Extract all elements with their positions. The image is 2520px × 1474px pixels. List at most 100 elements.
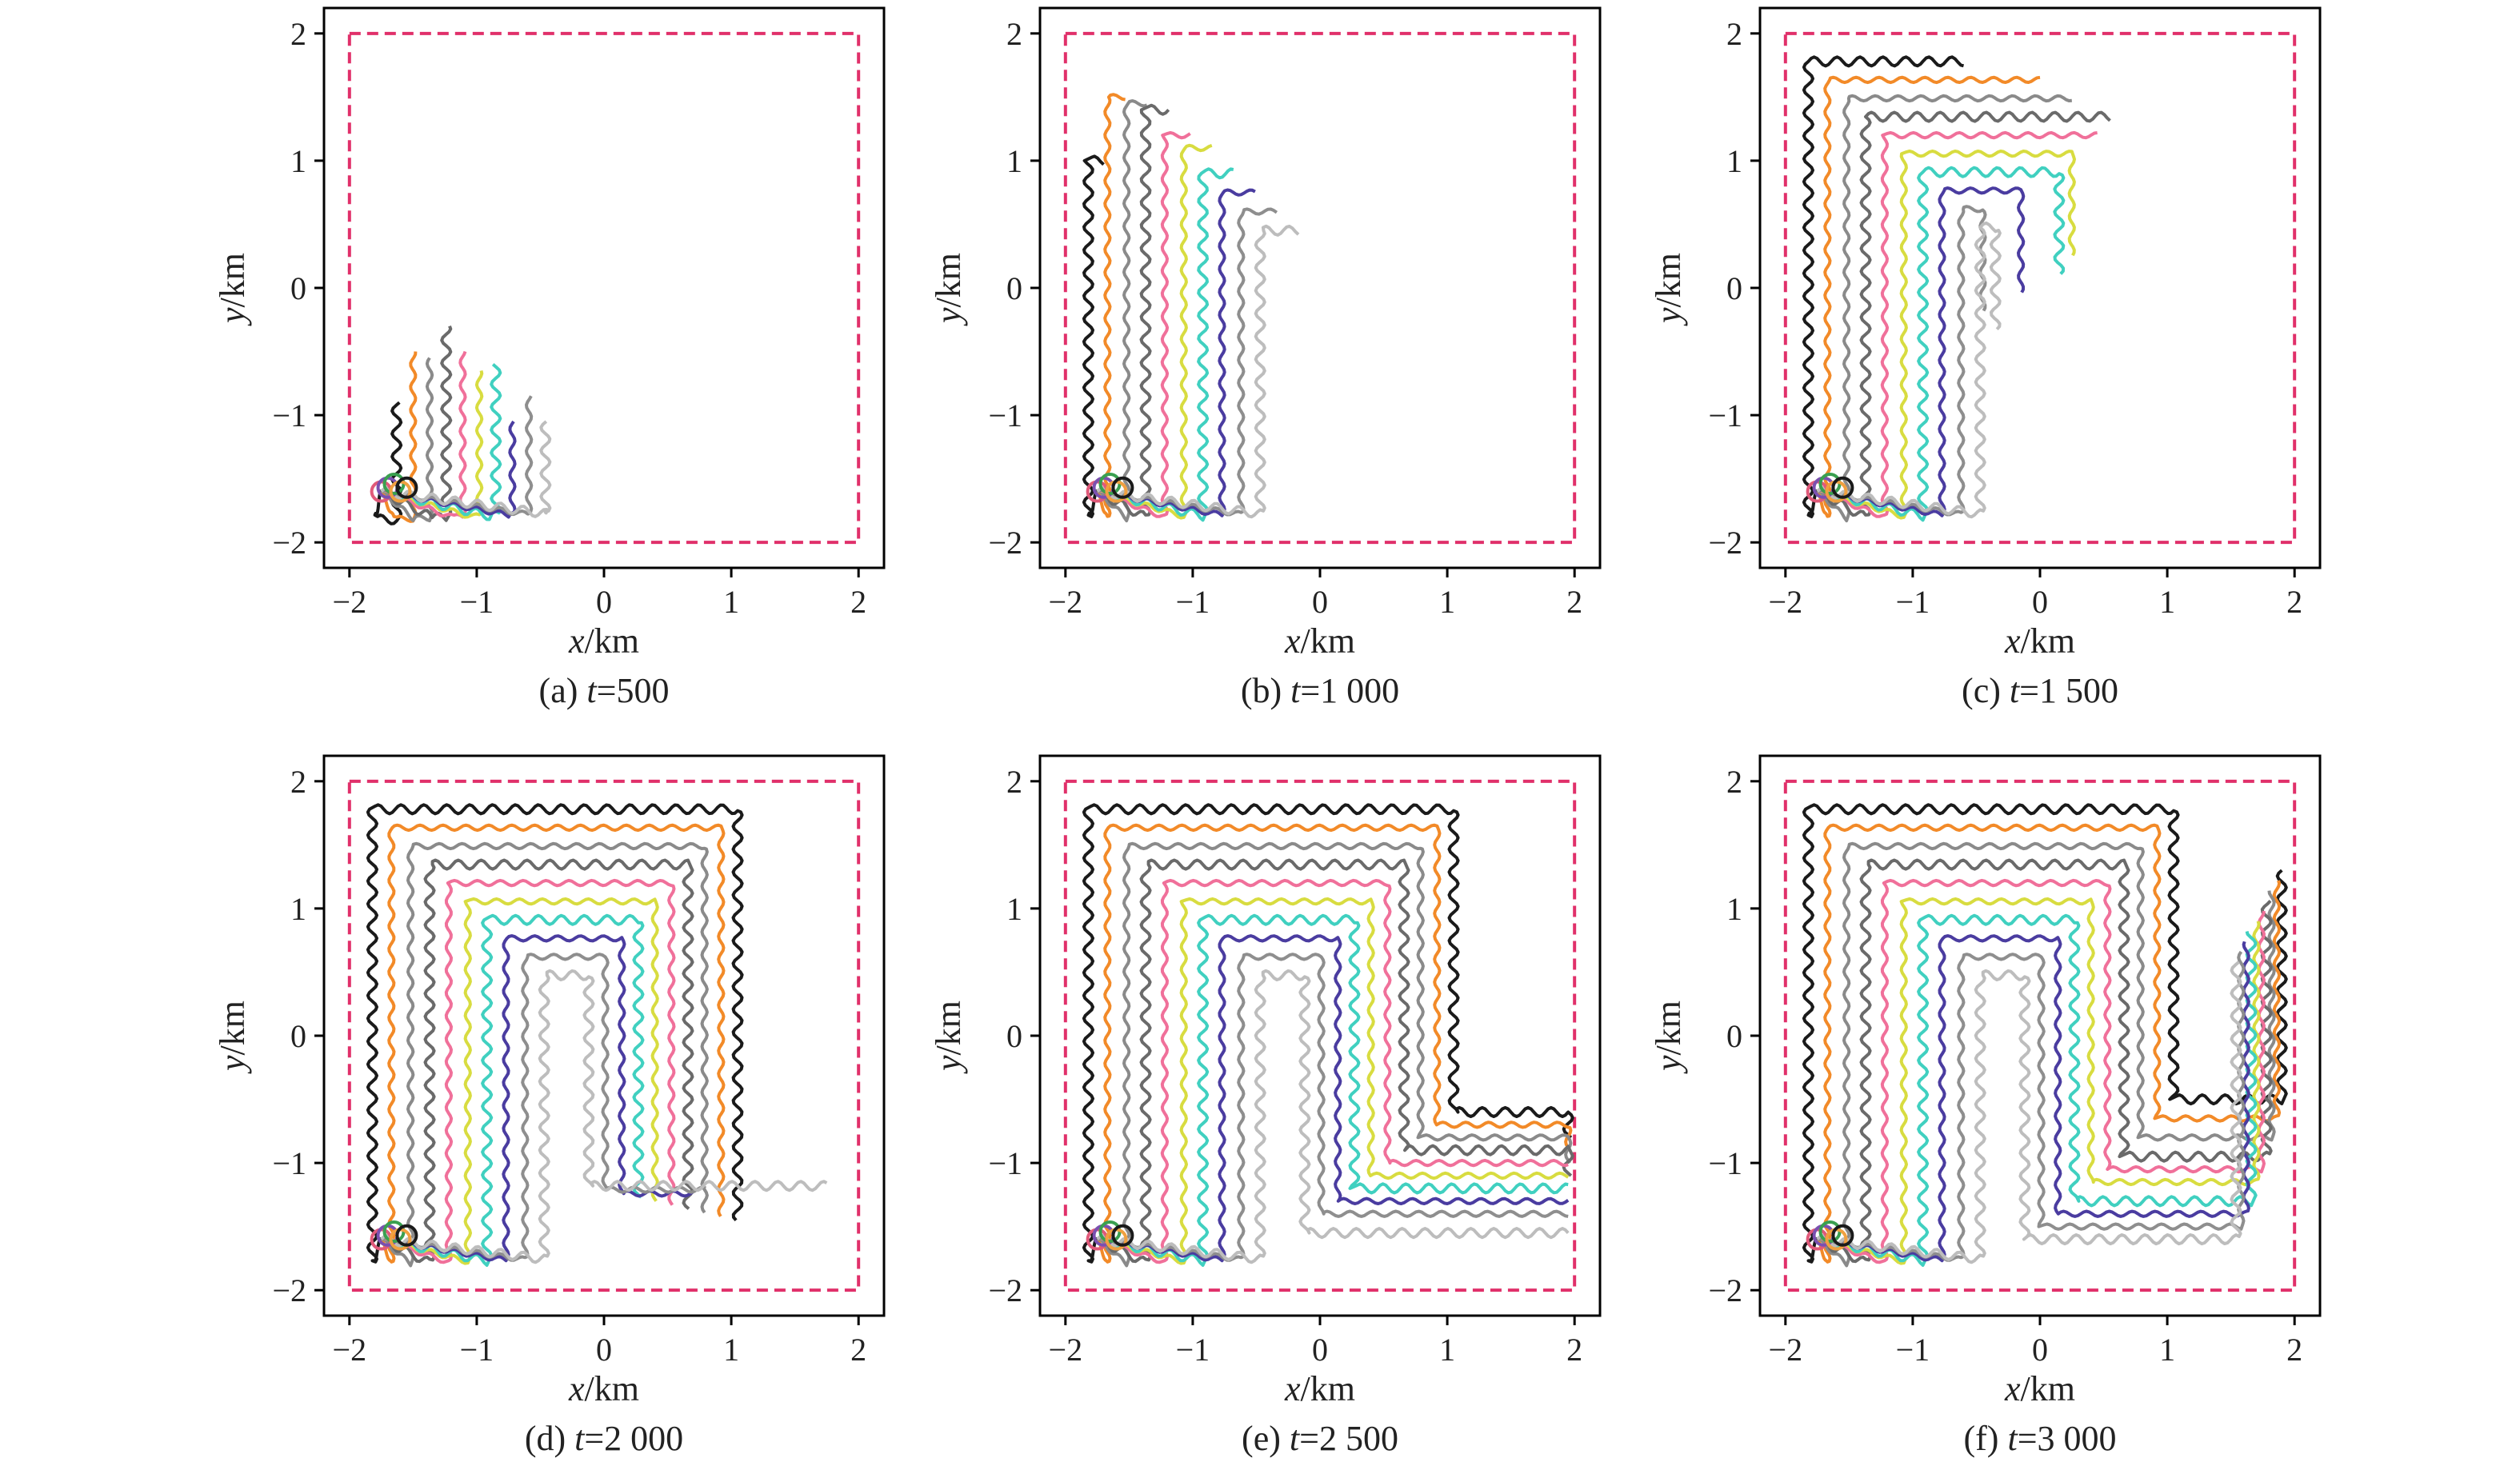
- boundary-rect: [1783, 31, 2297, 545]
- y-tick-label: −2: [272, 1272, 306, 1308]
- x-tick-label: −2: [1049, 584, 1083, 620]
- y-tick-label: −1: [1708, 397, 1742, 433]
- x-tick-label: 1: [1439, 1332, 1455, 1368]
- trajectory-8: [380, 934, 694, 1263]
- panel-caption: (b) t=1 000: [1241, 671, 1399, 710]
- x-tick-label: −1: [460, 584, 494, 620]
- panel-caption: (c) t=1 500: [1962, 671, 2118, 710]
- x-axis-label: x/km: [2004, 621, 2075, 661]
- x-tick-label: −2: [1769, 584, 1803, 620]
- x-tick-label: −2: [333, 1332, 367, 1368]
- trajectory-4: [380, 858, 694, 1264]
- panel-caption: (d) t=2 000: [525, 1419, 683, 1458]
- x-tick-label: 0: [2032, 584, 2048, 620]
- x-tick-label: 0: [596, 1332, 612, 1368]
- trajectory-7: [380, 362, 502, 521]
- trajectory-4: [1096, 858, 1574, 1264]
- panel-caption: (a) t=500: [539, 671, 670, 710]
- trajectory-9: [1096, 953, 1569, 1262]
- y-tick-label: −2: [272, 525, 306, 561]
- trajectories: [370, 326, 552, 525]
- trajectory-6: [1096, 143, 1213, 520]
- trajectory-8: [1816, 186, 2026, 517]
- y-axis-label: y/km: [1649, 1001, 1688, 1074]
- trajectory-2: [380, 823, 726, 1264]
- y-tick-label: 0: [290, 1018, 306, 1054]
- y-tick-label: −1: [988, 1145, 1022, 1181]
- trajectory-5: [1816, 878, 2266, 1264]
- trajectory-7: [380, 913, 645, 1267]
- trajectories: [1082, 93, 1300, 523]
- boundary-rect: [1063, 779, 1577, 1292]
- x-tick-label: 1: [2159, 584, 2175, 620]
- trajectory-10: [380, 969, 828, 1264]
- trajectory-2: [1816, 823, 2282, 1264]
- y-tick-label: 2: [1006, 764, 1022, 800]
- trajectory-3: [1817, 841, 2276, 1268]
- x-tick-label: 1: [723, 1332, 739, 1368]
- y-tick-label: 1: [290, 143, 306, 179]
- trajectory-1: [1082, 154, 1105, 518]
- trajectory-3: [381, 357, 434, 523]
- trajectory-1: [366, 803, 744, 1264]
- x-tick-label: −1: [1896, 1332, 1930, 1368]
- x-tick-label: −2: [1769, 1332, 1803, 1368]
- start-loop: [1111, 476, 1134, 499]
- trajectory-2: [1096, 823, 1573, 1264]
- y-tick-label: −2: [1708, 1272, 1742, 1308]
- y-tick-label: 0: [1006, 1018, 1022, 1054]
- trajectory-8: [1096, 934, 1570, 1263]
- trajectories: [1082, 803, 1574, 1268]
- y-tick-label: 2: [1726, 16, 1742, 52]
- x-tick-label: −1: [1896, 584, 1930, 620]
- y-tick-label: −1: [272, 1145, 306, 1181]
- boundary-rect: [347, 779, 861, 1292]
- panel-f: −2 −2 −1 −1 0 0 1 1 2 2 x/km y/km (f) t=3 000: [1649, 754, 2322, 1458]
- trajectories: [1802, 55, 2111, 523]
- x-tick-label: 1: [1439, 584, 1455, 620]
- trajectory-9: [380, 953, 706, 1262]
- y-tick-label: 0: [1006, 270, 1022, 306]
- y-tick-label: 1: [1726, 891, 1742, 927]
- y-tick-label: −2: [988, 525, 1022, 561]
- x-axis-label: x/km: [1284, 1369, 1355, 1408]
- x-tick-label: 2: [850, 584, 866, 620]
- y-axis-label: y/km: [929, 253, 968, 326]
- trajectory-3: [381, 841, 709, 1268]
- trajectory-2: [1816, 75, 2041, 518]
- trajectory-6: [1816, 150, 2076, 520]
- y-tick-label: 1: [1006, 143, 1022, 179]
- y-tick-label: 2: [1006, 16, 1022, 52]
- y-tick-label: −2: [1708, 525, 1742, 561]
- x-tick-label: −1: [460, 1332, 494, 1368]
- x-tick-label: 0: [1312, 584, 1328, 620]
- x-tick-label: −1: [1176, 584, 1210, 620]
- trajectory-7: [1096, 913, 1569, 1267]
- trajectory-2: [1096, 93, 1126, 518]
- x-tick-label: 0: [2032, 1332, 2048, 1368]
- trajectory-4: [1816, 110, 2111, 517]
- y-tick-label: 2: [290, 16, 306, 52]
- trajectory-1: [1802, 803, 2288, 1264]
- trajectory-7: [1816, 913, 2258, 1267]
- y-tick-label: 0: [1726, 270, 1742, 306]
- trajectory-9: [1816, 205, 1987, 517]
- start-loop: [395, 476, 418, 499]
- x-tick-label: 0: [596, 584, 612, 620]
- y-axis-label: y/km: [213, 1001, 252, 1074]
- trajectory-6: [380, 897, 659, 1265]
- trajectory-2: [380, 351, 418, 523]
- trajectory-1: [1082, 803, 1574, 1264]
- start-loop: [1831, 1224, 1854, 1247]
- y-tick-label: 0: [290, 270, 306, 306]
- trajectories: [366, 803, 828, 1268]
- x-tick-label: −1: [1176, 1332, 1210, 1368]
- boundary-rect: [1783, 779, 2297, 1292]
- x-tick-label: −2: [333, 584, 367, 620]
- trajectory-4: [1096, 103, 1170, 517]
- panel-caption: (e) t=2 500: [1242, 1419, 1398, 1458]
- x-tick-label: 2: [1566, 584, 1582, 620]
- trajectory-4: [1816, 858, 2273, 1264]
- x-tick-label: 2: [1566, 1332, 1582, 1368]
